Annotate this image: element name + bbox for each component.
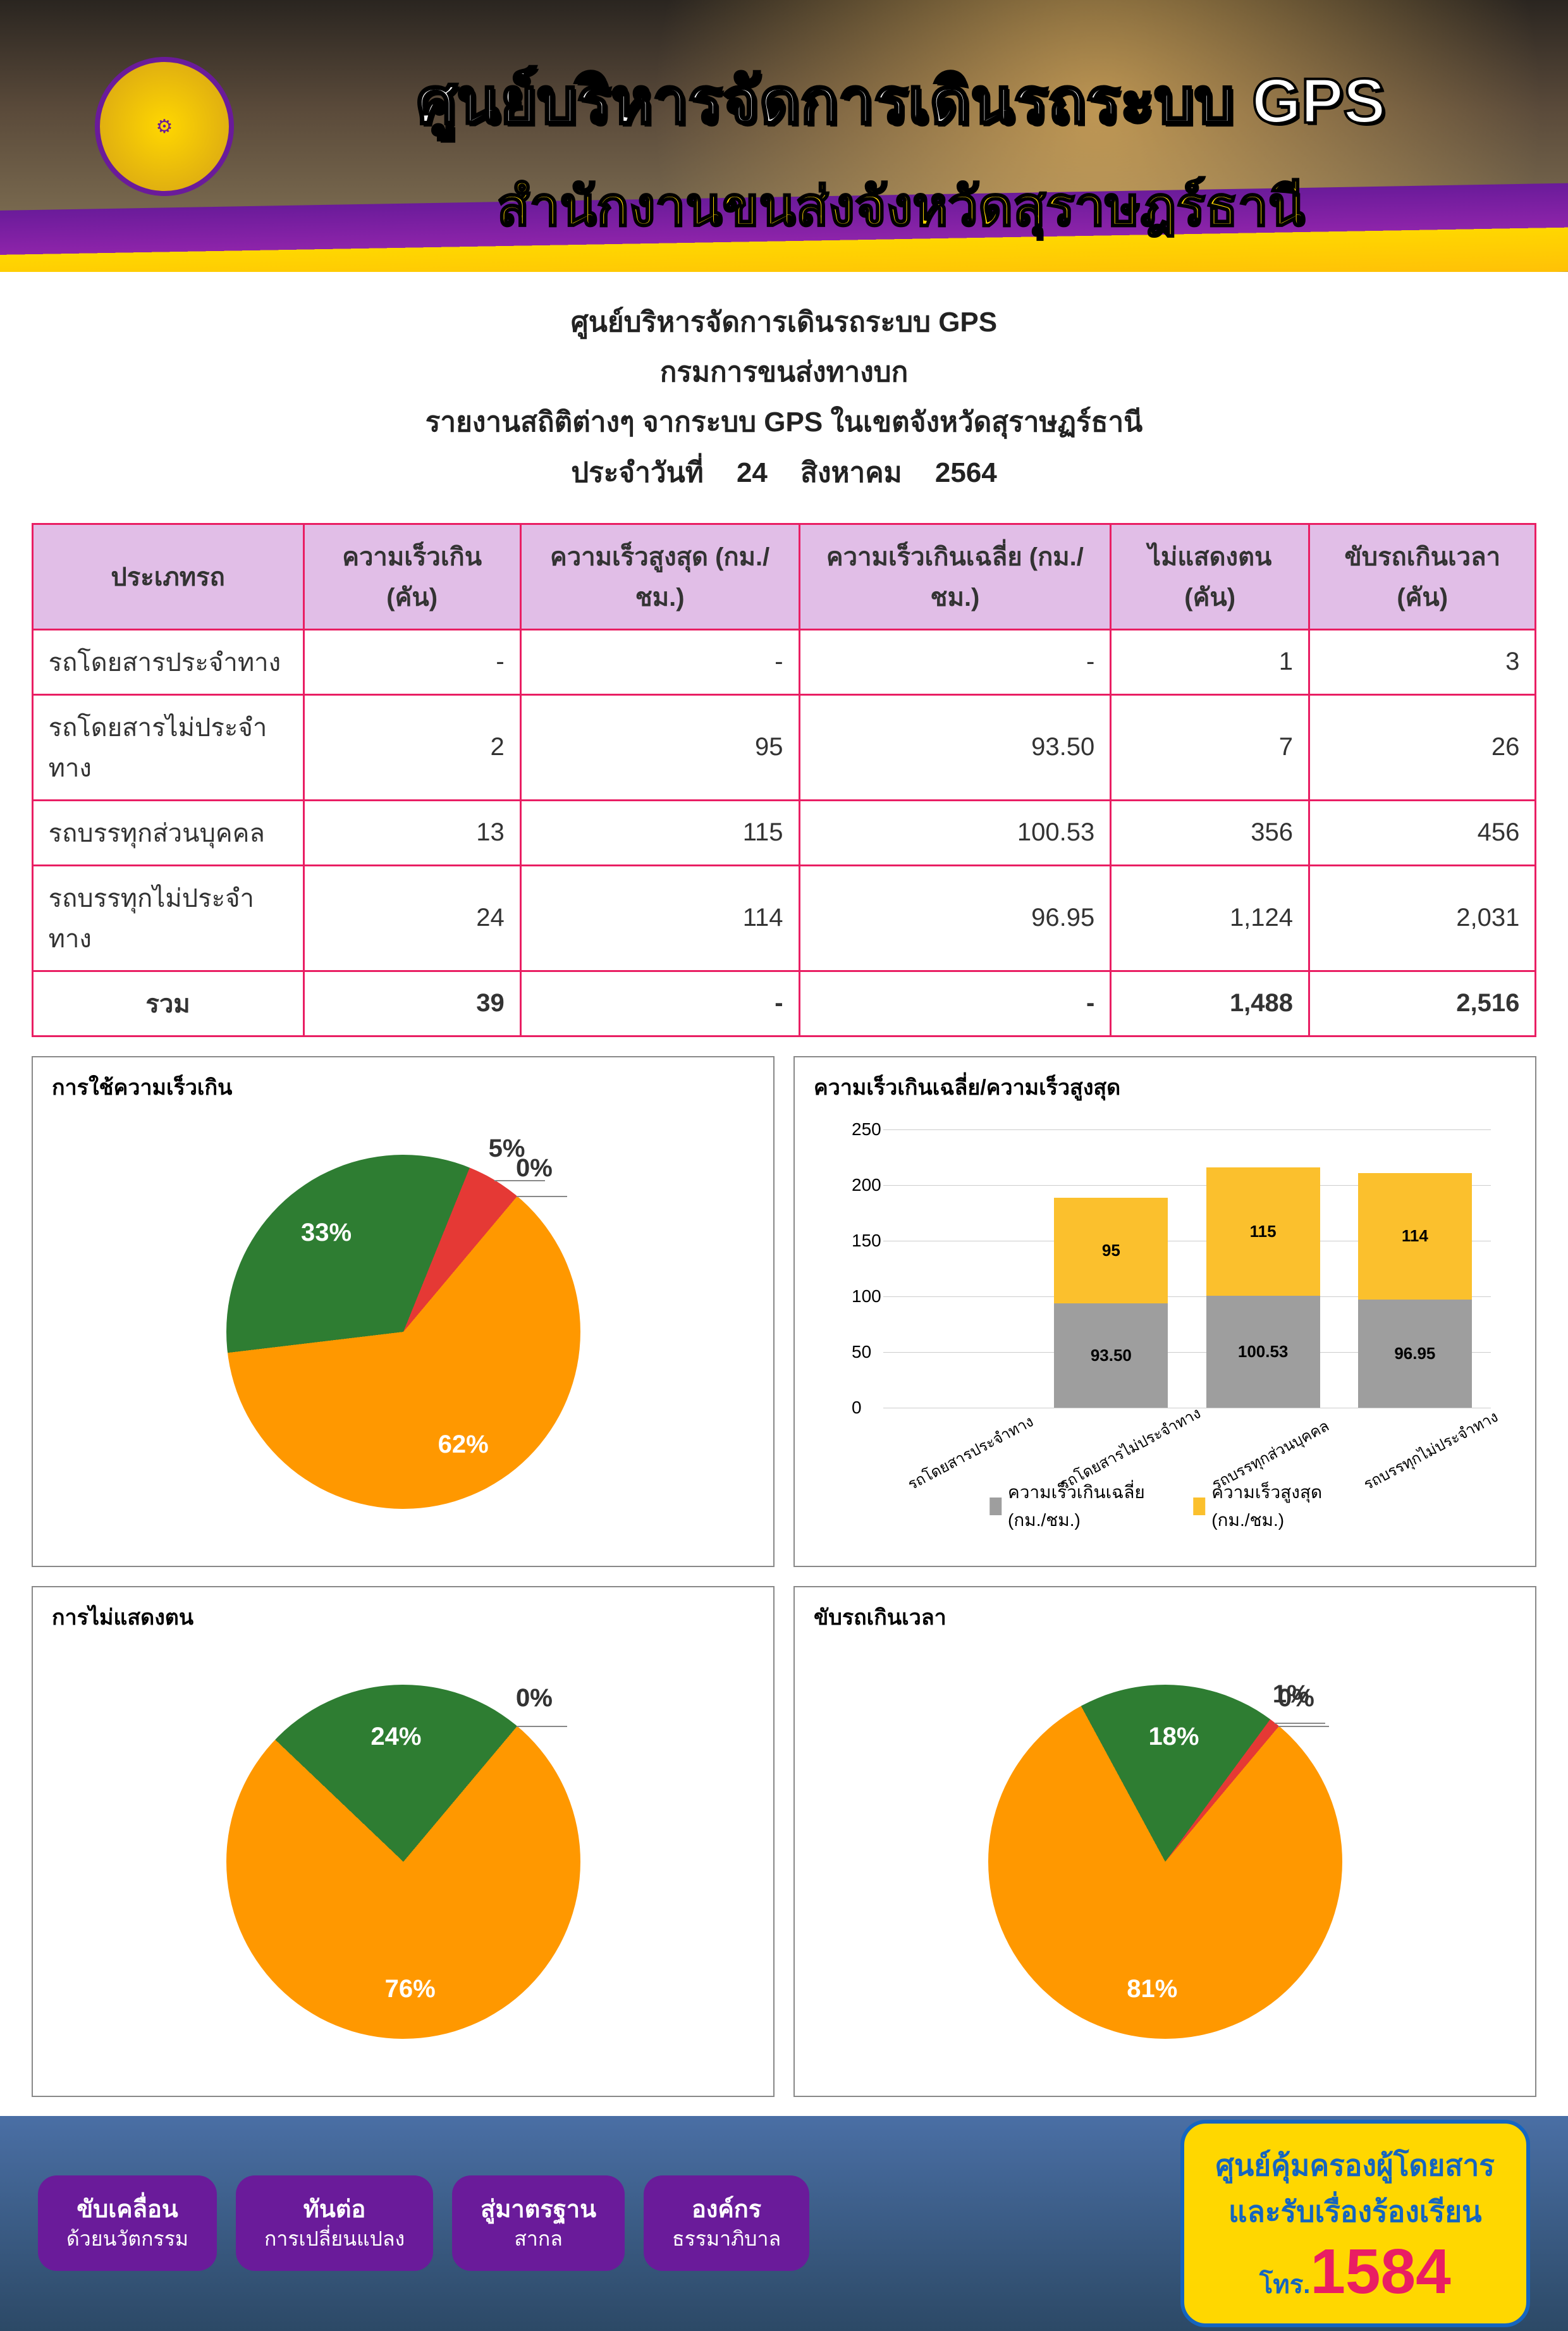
legend-item: ความเร็วเกินเฉลี่ย (กม./ชม.) — [989, 1479, 1155, 1534]
x-label: รถบรรทุกไม่ประจำทาง — [1359, 1421, 1471, 1496]
pie-slice-label: 24% — [371, 1723, 421, 1751]
pie-slice-label: 33% — [301, 1219, 352, 1247]
footer-banner: ขับเคลื่อนด้วยนวัตกรรมทันต่อการเปลี่ยนแป… — [0, 2116, 1568, 2331]
pie-overtime: ขับรถเกินเวลา 81%18%1%0% — [793, 1586, 1536, 2097]
hero-banner: ⚙ ศูนย์บริหารจัดการเดินรถระบบ GPS สำนักง… — [0, 0, 1568, 272]
pie-slice-label: 62% — [438, 1430, 489, 1459]
sub-line2: กรมการขนส่งทางบก — [0, 347, 1568, 397]
pie-slice-label: 0% — [1278, 1684, 1314, 1713]
pie-slice-label: 18% — [1148, 1723, 1199, 1751]
y-tick: 150 — [852, 1231, 1510, 1251]
y-tick: 100 — [852, 1286, 1510, 1307]
hero-title-2: สำนักงานขนส่งจังหวัดสุราษฎร์ธานี — [266, 164, 1536, 249]
pie-chart — [226, 1155, 580, 1509]
hotline-number: 1584 — [1310, 2236, 1450, 2307]
sub-heading: ศูนย์บริหารจัดการเดินรถระบบ GPS กรมการขน… — [0, 272, 1568, 523]
pie-speed-excess: การใช้ความเร็วเกิน 62%33%5%0% — [32, 1056, 775, 1567]
col-header: ไม่แสดงตน (คัน) — [1111, 524, 1309, 629]
footer-tag: สู่มาตรฐานสากล — [452, 2175, 625, 2271]
col-header: ประเภทรถ — [32, 524, 303, 629]
table-row: รถบรรทุกส่วนบุคคล13115100.53356456 — [32, 800, 1536, 865]
legend-item: ความเร็วสูงสุด (กม./ชม.) — [1193, 1479, 1340, 1534]
pie-slice-label: 0% — [516, 1684, 553, 1713]
table-row: รถโดยสารไม่ประจำทาง29593.50726 — [32, 694, 1536, 800]
sub-line3: รายงานสถิติต่างๆ จากระบบ GPS ในเขตจังหวั… — [0, 397, 1568, 447]
col-header: ความเร็วเกิน (คัน) — [303, 524, 520, 629]
y-tick: 200 — [852, 1175, 1510, 1195]
table-row: รถโดยสารประจำทาง---13 — [32, 629, 1536, 694]
col-header: ความเร็วเกินเฉลี่ย (กม./ชม.) — [799, 524, 1111, 629]
pie-slice-label: 0% — [516, 1154, 553, 1183]
pie-slice-label: 76% — [385, 1975, 436, 2003]
table-total-row: รวม39--1,4882,516 — [32, 971, 1536, 1036]
footer-tag: ทันต่อการเปลี่ยนแปลง — [236, 2175, 433, 2271]
logo-seal: ⚙ — [95, 57, 234, 196]
table-row: รถบรรทุกไม่ประจำทาง2411496.951,1242,031 — [32, 865, 1536, 971]
footer-tag: ขับเคลื่อนด้วยนวัตกรรม — [38, 2175, 217, 2271]
sub-line1: ศูนย์บริหารจัดการเดินรถระบบ GPS — [0, 297, 1568, 347]
stats-table: ประเภทรถความเร็วเกิน (คัน)ความเร็วสูงสุด… — [32, 523, 1537, 1037]
pie-slice-label: 81% — [1127, 1975, 1177, 2003]
pie-no-id: การไม่แสดงตน 76%24%0%0% — [32, 1586, 775, 2097]
report-date: ประจำวันที่ 24 สิงหาคม 2564 — [0, 448, 1568, 498]
footer-tag: องค์กรธรรมาภิบาล — [644, 2175, 809, 2271]
hero-title-1: ศูนย์บริหารจัดการเดินรถระบบ GPS — [266, 51, 1536, 151]
bar-speed-chart: ความเร็วเกินเฉลี่ย/ความเร็วสูงสุด 93.509… — [793, 1056, 1536, 1567]
col-header: ความเร็วสูงสุด (กม./ชม.) — [520, 524, 799, 629]
hotline-box: ศูนย์คุ้มครองผู้โดยสาร และรับเรื่องร้องเ… — [1180, 2120, 1530, 2327]
col-header: ขับรถเกินเวลา (คัน) — [1309, 524, 1536, 629]
y-tick: 50 — [852, 1342, 1510, 1362]
y-tick: 250 — [852, 1119, 1510, 1140]
